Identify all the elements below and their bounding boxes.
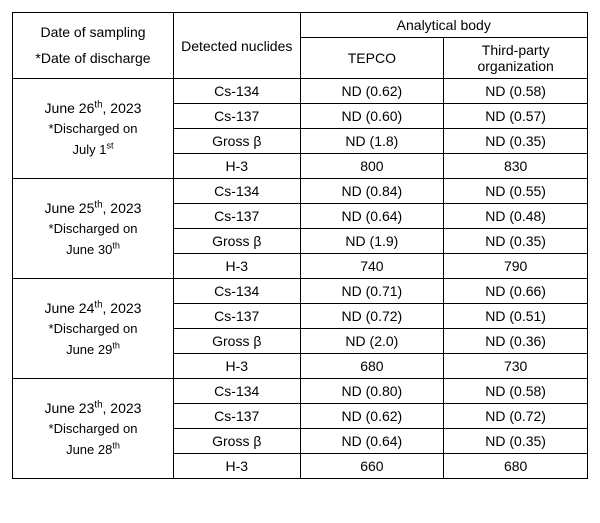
nuclide-cell: H-3 [174, 154, 301, 179]
tepco-cell: 660 [300, 454, 444, 479]
third-party-cell: 680 [444, 454, 588, 479]
third-party-cell: ND (0.36) [444, 329, 588, 354]
table-row: June 25th, 2023*Discharged onJune 30thCs… [13, 179, 588, 204]
third-party-cell: ND (0.58) [444, 79, 588, 104]
nuclide-cell: H-3 [174, 354, 301, 379]
third-party-cell: ND (0.48) [444, 204, 588, 229]
header-nuclides: Detected nuclides [174, 13, 301, 79]
tepco-cell: ND (0.71) [300, 279, 444, 304]
tepco-cell: ND (0.64) [300, 204, 444, 229]
date-cell: June 23th, 2023*Discharged onJune 28th [13, 379, 174, 479]
nuclide-cell: Cs-134 [174, 379, 301, 404]
header-third-party-line1: Third-party [482, 42, 550, 58]
tepco-cell: ND (0.62) [300, 404, 444, 429]
header-sampling-line1: Date of sampling [40, 24, 145, 40]
table-body: June 26th, 2023*Discharged onJuly 1stCs-… [13, 79, 588, 479]
third-party-cell: 730 [444, 354, 588, 379]
third-party-cell: ND (0.35) [444, 129, 588, 154]
sampling-date: June 26th, 2023 [19, 97, 167, 119]
header-sampling-line2: *Date of discharge [35, 50, 150, 66]
third-party-cell: ND (0.72) [444, 404, 588, 429]
data-table: Date of sampling *Date of discharge Dete… [12, 12, 588, 479]
discharge-date: *Discharged onJune 30th [19, 219, 167, 261]
nuclide-cell: Cs-137 [174, 304, 301, 329]
tepco-cell: ND (2.0) [300, 329, 444, 354]
nuclide-cell: Gross β [174, 129, 301, 154]
tepco-cell: ND (1.9) [300, 229, 444, 254]
nuclide-cell: Gross β [174, 229, 301, 254]
tepco-cell: ND (0.64) [300, 429, 444, 454]
third-party-cell: ND (0.51) [444, 304, 588, 329]
third-party-cell: ND (0.35) [444, 229, 588, 254]
discharge-date: *Discharged onJune 28th [19, 419, 167, 461]
third-party-cell: ND (0.35) [444, 429, 588, 454]
sampling-date: June 25th, 2023 [19, 197, 167, 219]
table-row: June 23th, 2023*Discharged onJune 28thCs… [13, 379, 588, 404]
discharge-date: *Discharged onJuly 1st [19, 119, 167, 161]
tepco-cell: ND (0.72) [300, 304, 444, 329]
third-party-cell: ND (0.66) [444, 279, 588, 304]
header-third-party: Third-party organization [444, 38, 588, 79]
nuclide-cell: Cs-137 [174, 404, 301, 429]
tepco-cell: ND (0.60) [300, 104, 444, 129]
nuclide-cell: H-3 [174, 254, 301, 279]
third-party-cell: 830 [444, 154, 588, 179]
header-sampling: Date of sampling *Date of discharge [13, 13, 174, 79]
table-row: June 26th, 2023*Discharged onJuly 1stCs-… [13, 79, 588, 104]
third-party-cell: 790 [444, 254, 588, 279]
tepco-cell: ND (1.8) [300, 129, 444, 154]
nuclide-cell: H-3 [174, 454, 301, 479]
third-party-cell: ND (0.55) [444, 179, 588, 204]
tepco-cell: 800 [300, 154, 444, 179]
sampling-date: June 23th, 2023 [19, 397, 167, 419]
nuclide-cell: Cs-134 [174, 79, 301, 104]
nuclide-cell: Cs-137 [174, 104, 301, 129]
tepco-cell: 680 [300, 354, 444, 379]
tepco-cell: ND (0.80) [300, 379, 444, 404]
nuclide-cell: Gross β [174, 429, 301, 454]
nuclide-cell: Cs-137 [174, 204, 301, 229]
date-cell: June 25th, 2023*Discharged onJune 30th [13, 179, 174, 279]
tepco-cell: ND (0.84) [300, 179, 444, 204]
table-header: Date of sampling *Date of discharge Dete… [13, 13, 588, 79]
tepco-cell: 740 [300, 254, 444, 279]
tepco-cell: ND (0.62) [300, 79, 444, 104]
header-tepco: TEPCO [300, 38, 444, 79]
date-cell: June 26th, 2023*Discharged onJuly 1st [13, 79, 174, 179]
header-analytical-body: Analytical body [300, 13, 588, 38]
third-party-cell: ND (0.57) [444, 104, 588, 129]
nuclide-cell: Cs-134 [174, 279, 301, 304]
table-row: June 24th, 2023*Discharged onJune 29thCs… [13, 279, 588, 304]
date-cell: June 24th, 2023*Discharged onJune 29th [13, 279, 174, 379]
header-third-party-line2: organization [477, 58, 553, 74]
third-party-cell: ND (0.58) [444, 379, 588, 404]
sampling-date: June 24th, 2023 [19, 297, 167, 319]
nuclide-cell: Cs-134 [174, 179, 301, 204]
nuclide-cell: Gross β [174, 329, 301, 354]
discharge-date: *Discharged onJune 29th [19, 319, 167, 361]
